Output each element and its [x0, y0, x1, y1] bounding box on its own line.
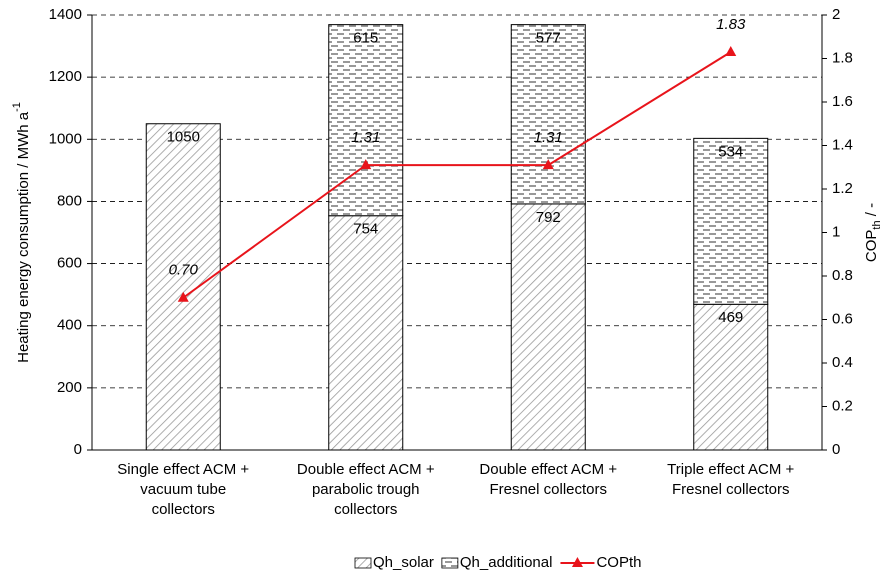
cop-label: 1.31: [534, 129, 563, 146]
y2-tick-label: 0.2: [832, 397, 853, 414]
y2-tick-label: 1.8: [832, 49, 853, 66]
y2-axis-title-main: COP: [863, 230, 880, 263]
y-tick-label: 0: [74, 441, 82, 458]
y-tick-label: 1200: [49, 68, 82, 85]
y-axis-title-sup: -1: [11, 102, 23, 112]
bar-segment: [145, 123, 221, 451]
bar-segment: [510, 24, 586, 205]
y2-tick-label: 1.6: [832, 93, 853, 110]
legend-label: Qh_solar: [373, 554, 434, 571]
cop-label: 1.83: [716, 16, 746, 33]
y2-axis-title: COPth / -: [863, 203, 883, 262]
data-label: 792: [536, 209, 561, 226]
cop-marker: [542, 159, 554, 170]
cop-line: [182, 51, 732, 299]
bar-segment: [510, 203, 586, 451]
legend-label: COPth: [596, 554, 641, 571]
cop-marker: [177, 291, 189, 302]
y-tick-label: 1000: [49, 130, 82, 147]
bar-segment: [328, 24, 404, 217]
y-axis-title-main: Heating energy consumption / MWh a: [15, 111, 32, 363]
data-label: 534: [718, 143, 743, 160]
y2-axis-title-sub: th: [871, 220, 883, 229]
y-tick-label: 400: [57, 317, 82, 334]
y-tick-label: 200: [57, 379, 82, 396]
data-label: 577: [536, 30, 561, 47]
y2-tick-label: 0.6: [832, 310, 853, 327]
y2-axis-title-rest: / -: [863, 203, 880, 221]
y-tick-label: 800: [57, 192, 82, 209]
y-tick-label: 1400: [49, 6, 82, 23]
y2-tick-label: 1: [832, 223, 840, 240]
legend-swatch: [354, 557, 372, 569]
data-label: 469: [718, 309, 743, 326]
cop-label: 0.70: [169, 262, 199, 279]
legend-swatch-marker: [571, 557, 583, 567]
y2-tick-label: 1.4: [832, 136, 853, 153]
bar-segment: [693, 137, 769, 305]
data-label: 615: [353, 30, 378, 47]
y2-tick-label: 0.4: [832, 354, 853, 371]
x-tick-label: Triple effect ACM + Fresnel collectors: [667, 461, 794, 498]
legend-swatch: [441, 557, 459, 569]
x-tick-label: Double effect ACM + Fresnel collectors: [479, 461, 617, 498]
cop-marker: [725, 45, 737, 56]
y2-tick-label: 1.2: [832, 180, 853, 197]
y-tick-label: 600: [57, 255, 82, 272]
x-tick-label: Double effect ACM + parabolic trough colle…: [297, 461, 435, 518]
cop-marker: [360, 159, 372, 170]
cop-label: 1.31: [351, 129, 380, 146]
data-label: 1050: [167, 129, 200, 146]
y2-tick-label: 0.8: [832, 267, 853, 284]
legend-label: Qh_additional: [460, 554, 553, 571]
data-label: 754: [353, 221, 378, 238]
bar-segment: [328, 215, 404, 451]
y-axis-title: Heating energy consumption / MWh a-1: [11, 102, 32, 363]
y2-tick-label: 0: [832, 441, 840, 458]
x-tick-label: Single effect ACM + vacuum tube collectors: [117, 461, 249, 518]
y2-tick-label: 2: [832, 6, 840, 23]
